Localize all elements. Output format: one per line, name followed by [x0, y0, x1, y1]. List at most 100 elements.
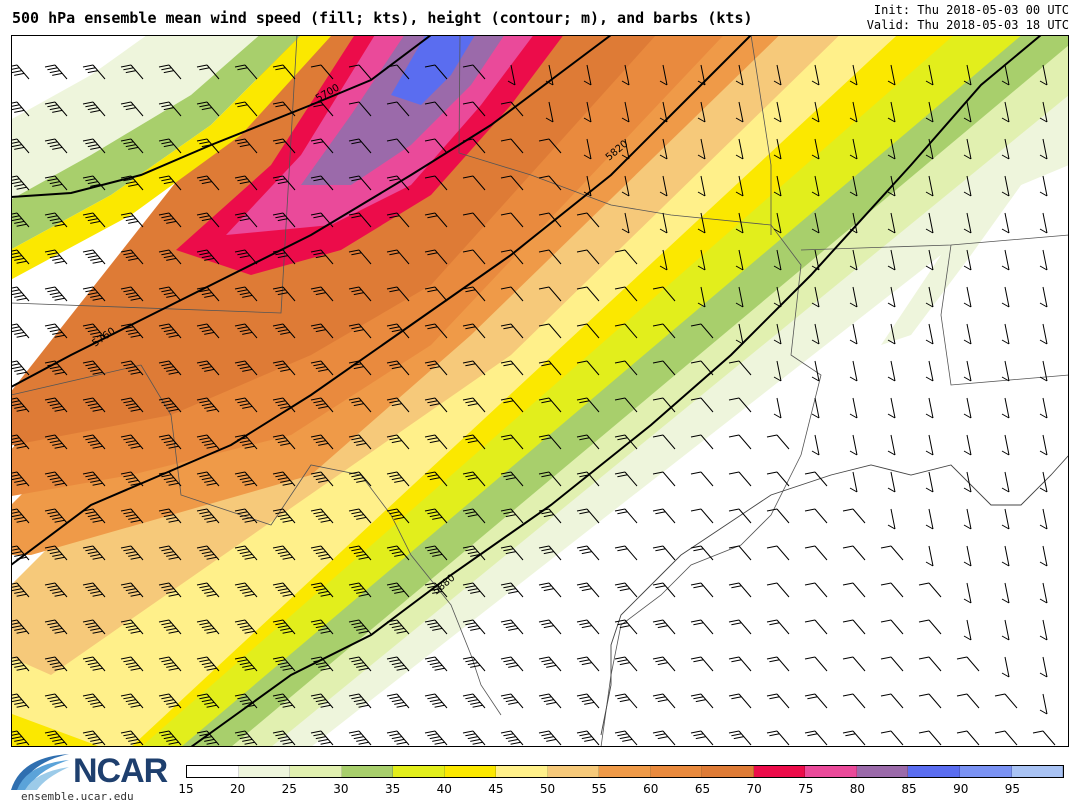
wind-barb	[538, 323, 562, 339]
wind-barb	[386, 730, 410, 746]
wind-barb	[310, 582, 334, 598]
wind-barb	[120, 101, 144, 117]
wind-barb	[196, 434, 220, 450]
wind-barb	[44, 138, 68, 154]
wind-barb	[735, 101, 744, 123]
wind-barb	[120, 619, 144, 635]
wind-barb	[310, 175, 334, 191]
map-title: 500 hPa ensemble mean wind speed (fill; …	[12, 9, 753, 27]
wind-barb	[766, 545, 790, 561]
wind-barb	[272, 397, 296, 413]
wind-barb	[1001, 434, 1010, 456]
colorbar-tick-label: 95	[1004, 782, 1020, 796]
wind-barb	[424, 508, 448, 524]
wind-barbs	[11, 64, 1056, 746]
colorbar-cell	[959, 766, 1012, 777]
wind-barb	[82, 175, 106, 191]
wind-barb	[82, 212, 106, 228]
wind-barb	[500, 471, 524, 487]
wind-barb	[773, 286, 782, 308]
wind-barb	[925, 397, 934, 419]
wind-barb	[887, 434, 896, 456]
wind-barb	[880, 619, 904, 635]
wind-barb	[500, 619, 524, 635]
wind-barb	[82, 360, 106, 376]
wind-barb	[963, 545, 972, 567]
wind-barb	[1039, 397, 1048, 419]
wind-barb	[500, 249, 524, 265]
wind-barb	[120, 508, 144, 524]
wind-map[interactable]: 5700 5760 5820 5880	[11, 35, 1069, 747]
wind-barb	[82, 508, 106, 524]
wind-barb	[348, 249, 372, 265]
wind-barb	[500, 138, 524, 154]
wind-barb	[462, 286, 486, 302]
wind-barb	[538, 730, 562, 746]
wind-barb	[234, 508, 258, 524]
wind-barb	[576, 360, 600, 376]
wind-barb	[880, 545, 904, 561]
wind-barb	[158, 508, 182, 524]
wind-barb	[196, 64, 220, 80]
colorbar-cell	[547, 766, 600, 777]
wind-barb	[1039, 434, 1048, 456]
wind-barb	[614, 249, 638, 265]
wind-barb	[614, 619, 638, 635]
wind-barb	[424, 434, 448, 450]
wind-barb	[310, 434, 334, 450]
wind-barb	[1039, 212, 1048, 234]
wind-barb	[462, 545, 486, 561]
wind-barb	[462, 175, 486, 191]
wind-barb	[424, 101, 448, 117]
wind-barb	[272, 249, 296, 265]
wind-barb	[424, 175, 448, 191]
wind-barb	[735, 323, 744, 345]
wind-barb	[849, 286, 858, 308]
wind-barb	[728, 397, 752, 413]
wind-barb	[690, 323, 714, 339]
wind-barb	[652, 545, 676, 561]
colorbar-cell	[753, 766, 806, 777]
wind-barb	[196, 323, 220, 339]
wind-barb	[614, 656, 638, 672]
wind-barb	[842, 619, 866, 635]
wind-barb	[545, 101, 554, 123]
wind-barb	[158, 101, 182, 117]
wind-barb	[234, 138, 258, 154]
wind-barb	[234, 471, 258, 487]
colorbar-tick-label: 20	[230, 782, 246, 796]
wind-barb	[1001, 286, 1010, 308]
wind-barb	[424, 693, 448, 709]
wind-barb	[773, 249, 782, 271]
wind-barb	[424, 323, 448, 339]
wind-barb	[1001, 619, 1010, 641]
wind-barb	[963, 101, 972, 123]
wind-barb	[158, 138, 182, 154]
wind-barb	[1039, 249, 1048, 271]
wind-barb	[925, 286, 934, 308]
wind-barb	[538, 545, 562, 561]
wind-barb	[728, 471, 752, 487]
wind-barb	[158, 656, 182, 672]
wind-barb	[842, 582, 866, 598]
wind-barb	[234, 212, 258, 228]
wind-barb	[158, 730, 182, 746]
wind-barb	[120, 323, 144, 339]
colorbar-tick-label: 70	[746, 782, 762, 796]
wind-barb	[545, 64, 554, 86]
wind-barb	[272, 656, 296, 672]
wind-barb	[424, 397, 448, 413]
wind-barb	[348, 656, 372, 672]
colorbar-cell	[805, 766, 857, 777]
wind-barb	[44, 508, 68, 524]
wind-barb	[659, 249, 668, 271]
wind-barb	[462, 397, 486, 413]
wind-barb	[621, 138, 630, 160]
wind-barb	[120, 212, 144, 228]
wind-barb	[234, 656, 258, 672]
wind-barb	[728, 508, 752, 524]
wind-barb	[766, 730, 790, 746]
wind-barb	[652, 434, 676, 450]
wind-barb	[538, 434, 562, 450]
wind-barb	[773, 397, 782, 419]
